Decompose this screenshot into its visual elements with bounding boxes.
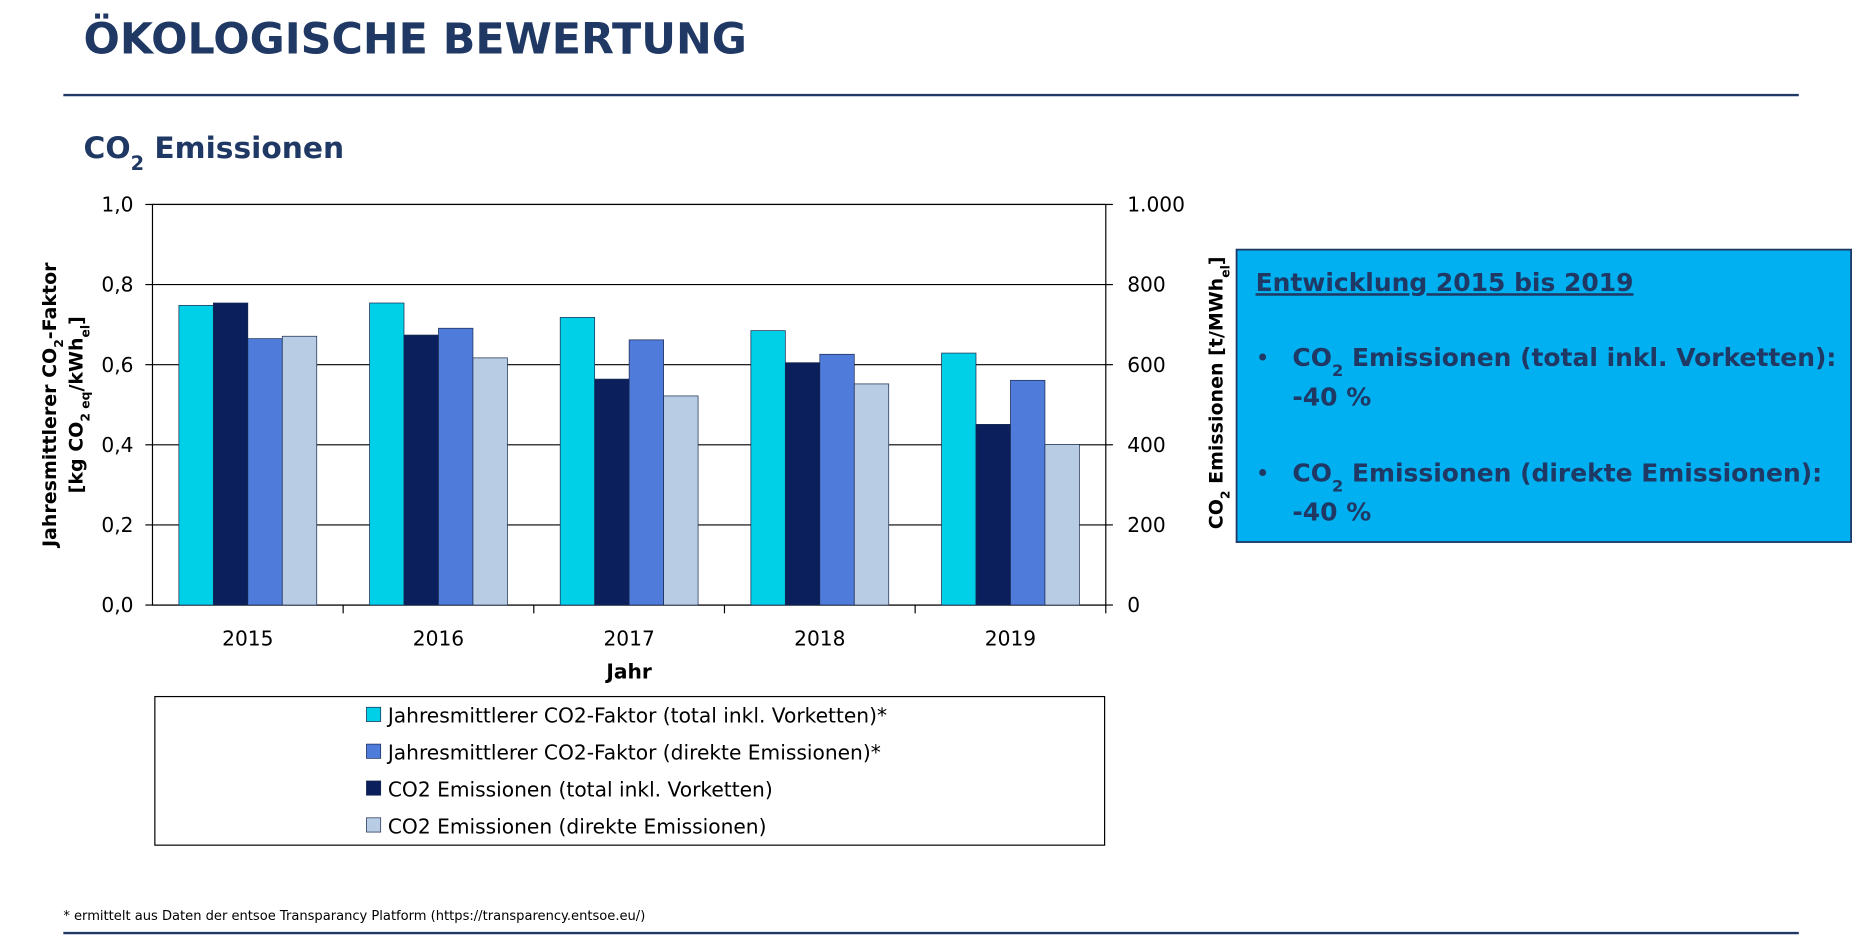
box-item: CO2 Emissionen (total inkl. Vorketten): [1292,343,1836,380]
y-tick-label: 0,0 [101,593,133,617]
x-tick-label: 2019 [985,626,1036,650]
box-item-value: -40 % [1292,498,1371,527]
bar [472,357,508,606]
text-part: Emissionen (direkte Emissionen): [1343,458,1822,487]
x-tick-label: 2015 [222,626,273,650]
y-tick-label: 1,0 [101,193,133,217]
bullet: • [1256,344,1270,372]
text-part: [kg CO [65,422,87,494]
y2-tick-label: 0 [1127,593,1140,617]
text-part: ] [1205,256,1227,265]
y2-tick-label: 200 [1127,513,1166,537]
x-tick-label: 2017 [603,626,654,650]
text-part: Emissionen [144,131,344,166]
bar [212,302,249,606]
bar [941,352,977,606]
subscript: 2 [131,152,144,175]
box-heading: Entwicklung 2015 bis 2019 [1256,268,1634,297]
legend-label: Jahresmittlerer CO2-Faktor (total inkl. … [386,704,887,728]
y2-tick-label: 400 [1127,433,1166,457]
bar [784,362,821,606]
text-part: Emissionen [t/MWh [1205,278,1227,491]
y-tick-label: 0,2 [101,513,133,537]
y2-tick-label: 600 [1127,353,1166,377]
legend-swatch [366,706,382,722]
bar [247,338,283,606]
y2-tick-label: 1.000 [1127,193,1185,217]
text-part: CO [1292,458,1332,487]
subscript: 2 [1332,361,1343,380]
subscript: el [1218,265,1232,278]
legend-label: Jahresmittlerer CO2-Faktor (direkte Emis… [386,741,881,765]
box-item-value: -40 % [1292,382,1371,411]
y2-axis-label: CO2 Emissionen [t/MWhel] [1205,256,1232,529]
text-part: CO [1292,343,1332,372]
bar [663,395,699,606]
text-part: CO [84,131,131,166]
bar [369,302,405,606]
subtitle: CO2 Emissionen [84,131,345,175]
y2-tick-label: 800 [1127,273,1166,297]
text-part: -Faktor [39,262,61,339]
title: ÖKOLOGISCHE BEWERTUNG [84,13,747,64]
text-part: CO [1205,499,1227,529]
subscript: 2 [1218,491,1232,500]
legend-swatch [366,817,382,833]
legend-label: CO2 Emissionen (direkte Emissionen) [388,814,767,838]
bar [1044,444,1080,606]
y-tick-label: 0,4 [101,433,133,457]
text-part: Emissionen (total inkl. Vorketten): [1343,343,1836,372]
legend-label: CO2 Emissionen (total inkl. Vorketten) [388,777,773,801]
bar [750,330,786,606]
box-item: CO2 Emissionen (direkte Emissionen): [1292,458,1822,494]
text-part: /kWh [65,337,87,391]
subscript: 2 eq [78,392,92,422]
text-part: ] [65,316,87,325]
subscript: 2 [1332,476,1343,495]
bar [594,378,630,606]
bar [178,305,214,606]
subscript: el [78,325,92,338]
bar [853,383,890,606]
bar [975,424,1011,606]
summary-box [1235,248,1852,543]
bar [438,327,474,606]
bar [628,339,664,606]
bar [819,353,855,606]
y-tick-label: 0,6 [101,353,133,377]
legend-frame [154,695,1106,846]
legend-swatch [366,780,382,796]
y-tick-label: 0,8 [101,273,133,297]
y-axis-label: [kg CO2 eq/kWhel] [65,316,92,493]
x-axis-label: Jahr [604,660,652,684]
text-part: Jahresmittlerer CO [39,348,61,549]
legend-swatch [366,743,382,759]
bullet: • [1256,459,1270,487]
bar [403,334,439,606]
bar [281,335,318,606]
x-tick-label: 2018 [794,626,845,650]
bar [1010,379,1046,606]
bar [559,317,596,606]
x-tick-label: 2016 [413,626,464,650]
footnote: * ermittelt aus Daten der entsoe Transpa… [63,909,645,924]
y-axis-label: Jahresmittlerer CO2-Faktor [39,262,66,549]
subscript: 2 [52,339,66,348]
